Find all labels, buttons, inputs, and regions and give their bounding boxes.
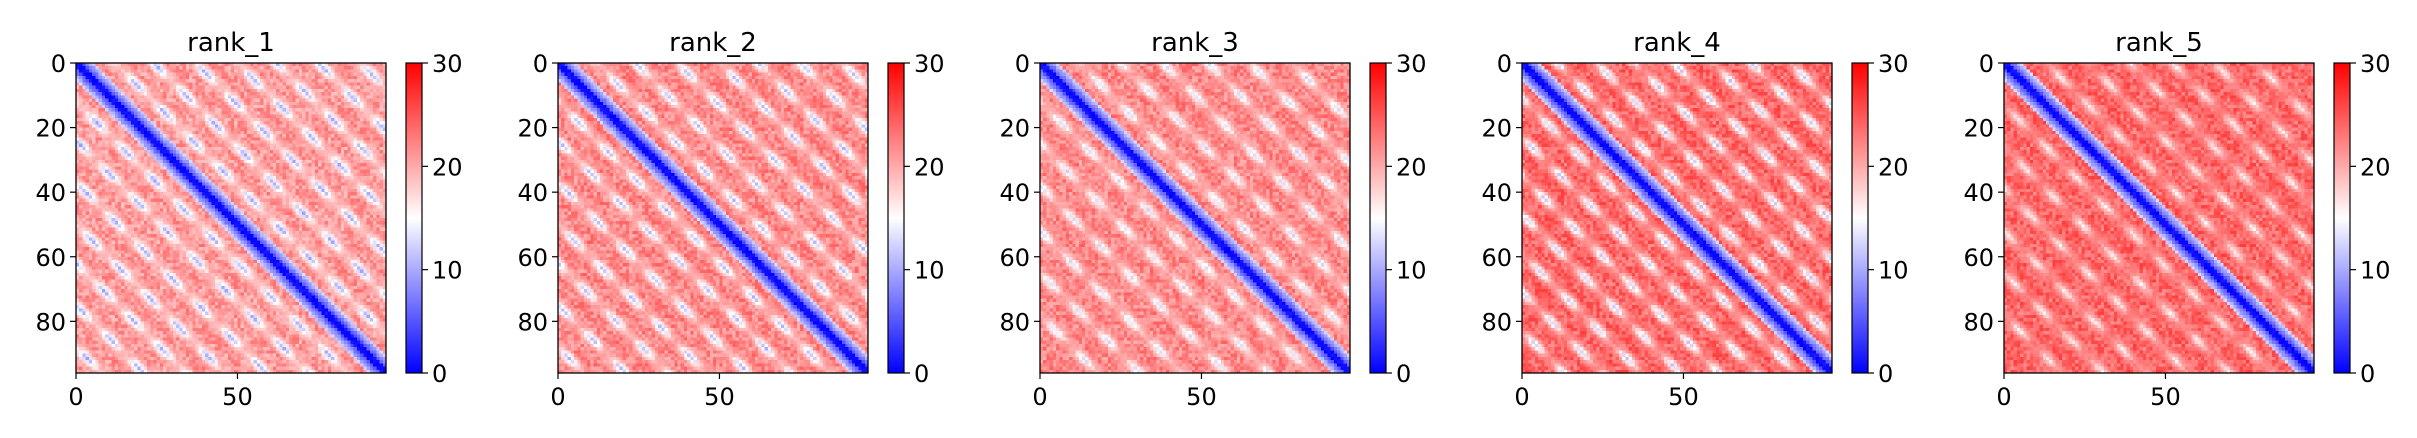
y-tick-label-2-0: 0	[533, 50, 548, 78]
heatmap-panel-2: rank_2 0 20 40 60 80 0 50 0 10 20 30	[517, 28, 944, 411]
y-tick-label-1-3: 60	[35, 244, 66, 272]
x-tick-label-4-1: 50	[1668, 383, 1699, 411]
y-tick-label-1-2: 40	[35, 179, 66, 207]
x-tick-label-1-0: 0	[68, 383, 83, 411]
y-tick-label-4-1: 20	[1481, 115, 1512, 143]
colorbar-tick-label-5-0: 0	[2360, 360, 2375, 388]
colorbar-2	[887, 62, 905, 374]
y-tick-label-5-0: 0	[1979, 50, 1994, 78]
panel-title-3: rank_3	[1151, 28, 1239, 58]
colorbar-tick-label-4-2: 20	[1878, 153, 1909, 181]
y-tick-label-5-2: 40	[1963, 179, 1994, 207]
y-tick-label-4-0: 0	[1497, 50, 1512, 78]
y-tick-label-1-0: 0	[51, 50, 66, 78]
colorbar-tick-label-1-2: 20	[432, 153, 463, 181]
colorbar-tick-label-4-1: 10	[1878, 257, 1909, 285]
y-tick-label-4-4: 80	[1481, 308, 1512, 336]
y-tick-label-5-1: 20	[1963, 115, 1994, 143]
x-tick-label-3-0: 0	[1032, 383, 1047, 411]
y-tick-label-3-3: 60	[999, 244, 1030, 272]
heatmap-frame-2	[557, 62, 869, 374]
y-tick-label-2-2: 40	[517, 179, 548, 207]
colorbar-tick-label-3-1: 10	[1396, 257, 1427, 285]
heatmap-frame-3	[1039, 62, 1351, 374]
colorbar-1	[405, 62, 423, 374]
panel-title-4: rank_4	[1633, 28, 1721, 58]
panel-title-2: rank_2	[669, 28, 757, 58]
x-tick-label-3-1: 50	[1186, 383, 1217, 411]
heatmap-cells-5	[2004, 63, 2314, 373]
colorbar-tick-label-5-1: 10	[2360, 257, 2391, 285]
x-tick-label-2-1: 50	[704, 383, 735, 411]
heatmap-cells-4	[1522, 63, 1832, 373]
x-tick-label-5-0: 0	[1996, 383, 2011, 411]
heatmap-cells-2	[558, 63, 868, 373]
colorbar-tick-label-3-3: 30	[1396, 50, 1427, 78]
y-tick-label-1-1: 20	[35, 115, 66, 143]
heatmap-cells-1	[76, 63, 386, 373]
colorbar-3	[1369, 62, 1387, 374]
colorbar-tick-label-1-3: 30	[432, 50, 463, 78]
y-tick-label-2-1: 20	[517, 115, 548, 143]
y-tick-label-4-3: 60	[1481, 244, 1512, 272]
panel-title-5: rank_5	[2115, 28, 2203, 58]
y-tick-label-4-2: 40	[1481, 179, 1512, 207]
y-tick-label-2-3: 60	[517, 244, 548, 272]
y-tick-label-5-4: 80	[1963, 308, 1994, 336]
x-tick-label-2-0: 0	[550, 383, 565, 411]
y-tick-label-3-1: 20	[999, 115, 1030, 143]
y-tick-label-5-3: 60	[1963, 244, 1994, 272]
heatmap-panel-5: rank_5 0 20 40 60 80 0 50 0 10 20 30	[1963, 28, 2390, 411]
colorbar-tick-label-2-2: 20	[914, 153, 945, 181]
colorbar-tick-label-2-3: 30	[914, 50, 945, 78]
x-tick-label-4-0: 0	[1514, 383, 1529, 411]
y-tick-label-3-0: 0	[1015, 50, 1030, 78]
heatmap-frame-1	[75, 62, 387, 374]
y-tick-label-3-4: 80	[999, 308, 1030, 336]
colorbar-tick-label-2-0: 0	[914, 360, 929, 388]
x-tick-label-1-1: 50	[222, 383, 253, 411]
colorbar-tick-label-4-3: 30	[1878, 50, 1909, 78]
colorbar-4	[1851, 62, 1869, 374]
colorbar-5	[2333, 62, 2351, 374]
colorbar-tick-label-3-2: 20	[1396, 153, 1427, 181]
colorbar-tick-label-5-2: 20	[2360, 153, 2391, 181]
heatmap-panel-1: rank_1 0 20 40 60 80 0 50 0 10 20 30	[35, 28, 462, 411]
colorbar-tick-label-5-3: 30	[2360, 50, 2391, 78]
colorbar-tick-label-4-0: 0	[1878, 360, 1893, 388]
panel-title-1: rank_1	[187, 28, 275, 58]
heatmap-panel-4: rank_4 0 20 40 60 80 0 50 0 10 20 30	[1481, 28, 1908, 411]
y-tick-label-1-4: 80	[35, 308, 66, 336]
colorbar-tick-label-1-0: 0	[432, 360, 447, 388]
x-tick-label-5-1: 50	[2150, 383, 2181, 411]
heatmap-cells-3	[1040, 63, 1350, 373]
colorbar-tick-label-2-1: 10	[914, 257, 945, 285]
y-tick-label-2-4: 80	[517, 308, 548, 336]
colorbar-tick-label-3-0: 0	[1396, 360, 1411, 388]
heatmap-panel-3: rank_3 0 20 40 60 80 0 50 0 10 20 30	[999, 28, 1426, 411]
heatmap-frame-5	[2003, 62, 2315, 374]
y-tick-label-3-2: 40	[999, 179, 1030, 207]
colorbar-tick-label-1-1: 10	[432, 257, 463, 285]
heatmap-frame-4	[1521, 62, 1833, 374]
